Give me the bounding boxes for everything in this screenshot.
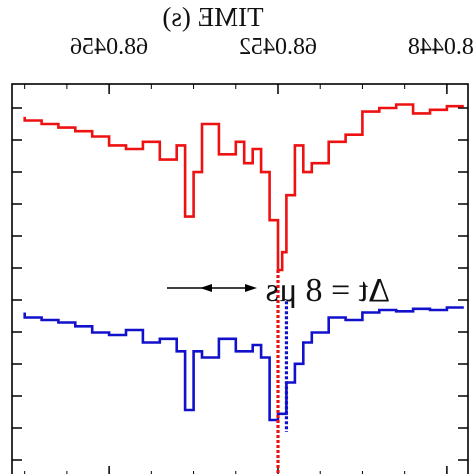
x-tick-labels: 68.0448 68.0452 68.0456: [70, 34, 474, 60]
x-tick-label: 68.0448: [408, 34, 474, 60]
series-line-1: [23, 103, 464, 272]
event-markers: [276, 270, 289, 474]
delta-t-label: Δt = 8 μs: [266, 272, 390, 309]
plot-frame: [11, 83, 469, 474]
x-tick-label: 68.0456: [70, 34, 148, 60]
mirrored-figure: TIME (s) 68.0448 68.0452 68.0456 Δt = 8 μs: [11, 2, 474, 474]
x-tick-label: 68.0452: [239, 34, 317, 60]
delta-arrowhead-right: [200, 284, 212, 292]
series-line-2: [23, 306, 464, 422]
delta-arrowhead-left: [245, 284, 257, 292]
series-layer: [23, 103, 464, 422]
delta-t-annotation: Δt = 8 μs: [167, 272, 390, 309]
axis-ticks: [12, 84, 468, 474]
x-axis-title: TIME (s): [162, 2, 263, 32]
